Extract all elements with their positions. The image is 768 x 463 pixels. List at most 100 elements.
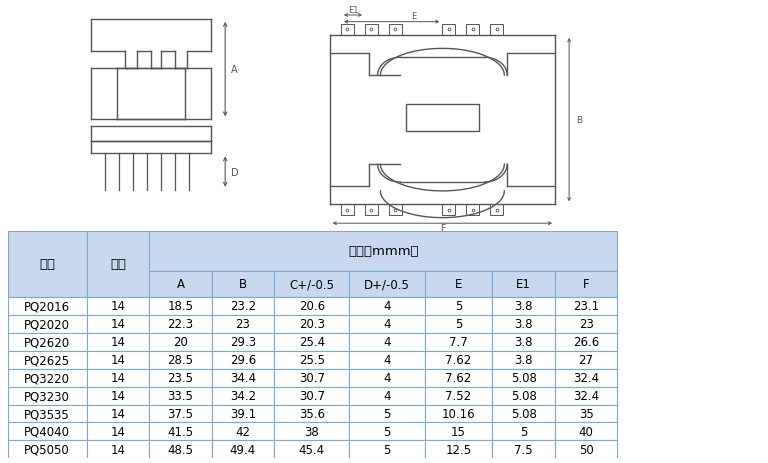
Text: E1: E1 — [348, 6, 358, 15]
Text: PQ2625: PQ2625 — [24, 353, 70, 366]
Bar — [425, 423, 492, 440]
Text: PQ3220: PQ3220 — [25, 371, 70, 384]
Text: 5: 5 — [520, 425, 528, 438]
Bar — [554, 387, 617, 405]
Text: 23: 23 — [236, 318, 250, 331]
Bar — [212, 405, 274, 423]
Bar — [149, 405, 212, 423]
Text: 5: 5 — [383, 407, 391, 420]
Bar — [149, 351, 212, 369]
Text: 23: 23 — [578, 318, 594, 331]
Bar — [87, 440, 149, 458]
Text: 33.5: 33.5 — [167, 389, 194, 402]
Bar — [349, 440, 425, 458]
Text: 48.5: 48.5 — [167, 443, 194, 456]
Text: 3.8: 3.8 — [515, 336, 533, 349]
Bar — [8, 297, 87, 315]
Text: 41.5: 41.5 — [167, 425, 194, 438]
Text: 5: 5 — [383, 443, 391, 456]
Bar — [492, 351, 554, 369]
Text: 30.7: 30.7 — [299, 371, 325, 384]
Text: 5: 5 — [455, 318, 462, 331]
Text: 15: 15 — [451, 425, 466, 438]
Bar — [425, 315, 492, 333]
Bar — [349, 405, 425, 423]
Text: 3.8: 3.8 — [515, 318, 533, 331]
Bar — [8, 369, 87, 387]
Text: 14: 14 — [111, 407, 125, 420]
Bar — [274, 440, 349, 458]
Bar — [349, 351, 425, 369]
Text: 29.6: 29.6 — [230, 353, 256, 366]
Bar — [87, 333, 149, 351]
Bar — [149, 387, 212, 405]
Bar — [274, 387, 349, 405]
Text: 14: 14 — [111, 300, 125, 313]
Text: 4: 4 — [383, 300, 391, 313]
Bar — [8, 423, 87, 440]
Bar — [8, 315, 87, 333]
Text: 14: 14 — [111, 371, 125, 384]
Bar — [274, 369, 349, 387]
Text: PQ2620: PQ2620 — [24, 336, 70, 349]
Text: 14: 14 — [111, 318, 125, 331]
Bar — [274, 271, 349, 297]
Bar — [341, 205, 354, 216]
Bar — [212, 423, 274, 440]
Bar — [425, 297, 492, 315]
Text: 37.5: 37.5 — [167, 407, 194, 420]
Text: 34.4: 34.4 — [230, 371, 256, 384]
Text: 5.08: 5.08 — [511, 389, 537, 402]
Bar — [349, 369, 425, 387]
Text: 35.6: 35.6 — [299, 407, 325, 420]
Bar — [349, 297, 425, 315]
Bar — [492, 271, 554, 297]
Bar — [554, 315, 617, 333]
Bar — [8, 333, 87, 351]
Text: E: E — [412, 13, 417, 21]
Bar — [365, 205, 378, 216]
Text: A: A — [177, 278, 184, 291]
Text: PQ4040: PQ4040 — [25, 425, 70, 438]
Bar — [8, 387, 87, 405]
Text: 5.08: 5.08 — [511, 371, 537, 384]
Bar — [554, 423, 617, 440]
Bar — [554, 271, 617, 297]
Text: 7.7: 7.7 — [449, 336, 468, 349]
Bar — [212, 271, 274, 297]
Bar — [212, 333, 274, 351]
Text: 5: 5 — [383, 425, 391, 438]
Bar — [341, 25, 354, 36]
Bar — [554, 440, 617, 458]
Text: 35: 35 — [579, 407, 594, 420]
Text: D+/-0.5: D+/-0.5 — [364, 278, 410, 291]
Text: 14: 14 — [111, 389, 125, 402]
Bar — [274, 351, 349, 369]
Text: 4: 4 — [383, 371, 391, 384]
Text: 26.6: 26.6 — [573, 336, 599, 349]
Text: 28.5: 28.5 — [167, 353, 194, 366]
Text: 30.7: 30.7 — [299, 389, 325, 402]
Text: 5: 5 — [455, 300, 462, 313]
Bar — [554, 333, 617, 351]
Text: 39.1: 39.1 — [230, 407, 256, 420]
Text: 14: 14 — [111, 443, 125, 456]
Text: F: F — [583, 278, 589, 291]
Bar — [349, 387, 425, 405]
Bar — [212, 369, 274, 387]
Bar — [87, 387, 149, 405]
Text: 7.5: 7.5 — [515, 443, 533, 456]
Bar — [212, 315, 274, 333]
Bar — [274, 333, 349, 351]
Text: 7.52: 7.52 — [445, 389, 472, 402]
Bar — [87, 232, 149, 297]
Text: 型号: 型号 — [39, 258, 55, 271]
Text: 45.4: 45.4 — [299, 443, 325, 456]
Bar — [212, 440, 274, 458]
Bar — [554, 405, 617, 423]
Text: 38: 38 — [304, 425, 319, 438]
Bar — [425, 440, 492, 458]
Bar — [349, 423, 425, 440]
Text: 尺寸（mmm）: 尺寸（mmm） — [348, 245, 419, 258]
Text: 27: 27 — [578, 353, 594, 366]
